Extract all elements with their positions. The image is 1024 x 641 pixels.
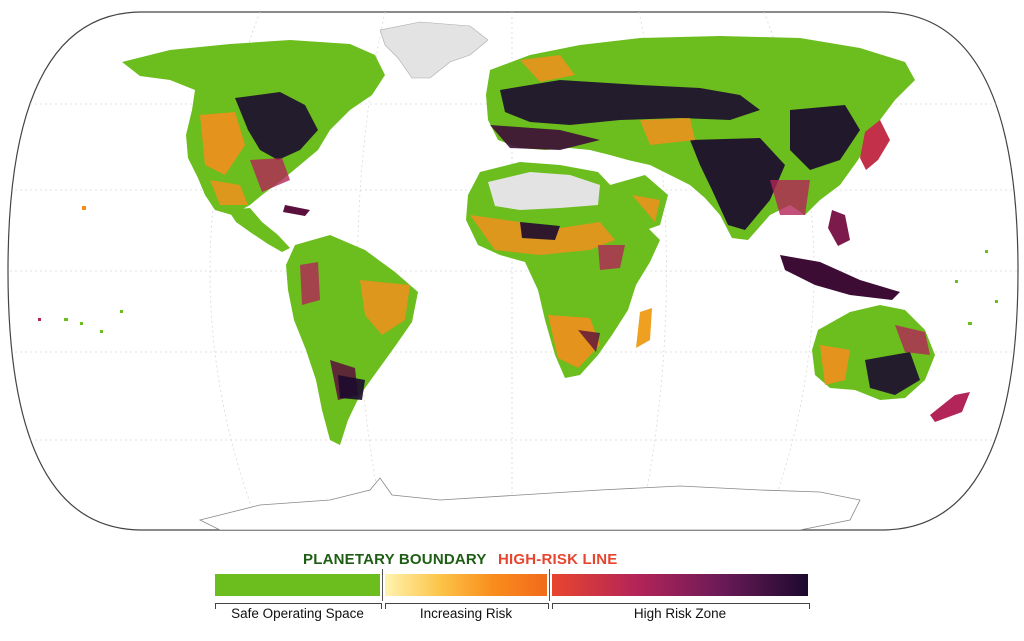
safe-bar — [215, 574, 380, 596]
new-zealand — [930, 392, 970, 422]
high-risk-bracket — [552, 603, 810, 609]
safe-zone-label: Safe Operating Space — [231, 606, 364, 621]
antarctica — [198, 477, 861, 530]
planetary-boundary-tick — [382, 569, 383, 601]
central-america — [228, 208, 290, 252]
increasing-risk-bracket — [385, 603, 549, 609]
high-risk-line-tick — [549, 569, 550, 601]
philippines — [828, 210, 850, 246]
legend: PLANETARY BOUNDARY HIGH-RISK LINE Safe O… — [0, 541, 1024, 641]
high-risk-zone-label: High Risk Zone — [633, 606, 727, 621]
pacific-islands — [38, 206, 998, 333]
sahara — [488, 172, 600, 210]
se-asia-islands — [780, 255, 900, 300]
increasing-risk-label: Increasing Risk — [419, 606, 513, 621]
world-map — [7, 11, 1019, 531]
caribbean — [283, 205, 310, 216]
safe-bracket — [215, 603, 382, 609]
high-risk-bar — [552, 574, 808, 596]
risk-overlay — [200, 55, 930, 400]
planetary-boundary-label: PLANETARY BOUNDARY — [303, 551, 487, 568]
high-risk-line-label: HIGH-RISK LINE — [498, 551, 618, 568]
japan — [860, 120, 890, 170]
madagascar — [636, 308, 652, 348]
africa — [466, 162, 660, 378]
increasing-risk-bar — [385, 574, 547, 596]
greenland — [379, 21, 489, 79]
